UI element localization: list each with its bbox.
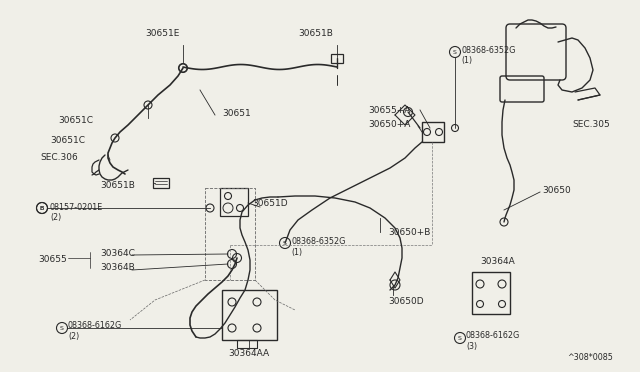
Text: 30650+B: 30650+B bbox=[388, 228, 430, 237]
Text: 08368-6162G: 08368-6162G bbox=[466, 330, 520, 340]
Text: 30651E: 30651E bbox=[145, 29, 179, 38]
Text: 08368-6162G: 08368-6162G bbox=[68, 321, 122, 330]
Text: (1): (1) bbox=[461, 55, 472, 64]
Text: (2): (2) bbox=[68, 331, 79, 340]
Bar bbox=[220, 188, 248, 216]
Bar bbox=[422, 122, 444, 142]
Text: S: S bbox=[458, 336, 462, 340]
Bar bbox=[153, 178, 169, 188]
Text: (1): (1) bbox=[291, 247, 302, 257]
Text: B: B bbox=[40, 205, 44, 211]
Text: B: B bbox=[40, 205, 44, 211]
Text: S: S bbox=[283, 241, 287, 246]
Text: 30650: 30650 bbox=[542, 186, 571, 195]
Bar bbox=[331, 54, 343, 63]
Bar bbox=[472, 272, 510, 314]
Text: 08368-6352G: 08368-6352G bbox=[291, 237, 346, 246]
Text: 30655+A: 30655+A bbox=[368, 106, 410, 115]
Text: 08368-6352G: 08368-6352G bbox=[461, 45, 515, 55]
Text: ^308*0085: ^308*0085 bbox=[567, 353, 613, 362]
Text: SEC.306: SEC.306 bbox=[40, 153, 77, 161]
Text: 30650+A: 30650+A bbox=[368, 119, 410, 128]
Text: 08157-0201E: 08157-0201E bbox=[50, 202, 103, 212]
Text: S: S bbox=[60, 326, 64, 330]
Text: 30364AA: 30364AA bbox=[228, 350, 269, 359]
Text: 30651: 30651 bbox=[222, 109, 251, 118]
Text: 30651C: 30651C bbox=[58, 115, 93, 125]
Text: S: S bbox=[453, 49, 457, 55]
Text: 30651B: 30651B bbox=[299, 29, 333, 38]
Bar bbox=[237, 340, 257, 348]
Text: 30650D: 30650D bbox=[388, 298, 424, 307]
Text: 30364C: 30364C bbox=[100, 248, 135, 257]
Text: 30651C: 30651C bbox=[50, 135, 85, 144]
Text: 30651B: 30651B bbox=[100, 180, 135, 189]
Text: SEC.305: SEC.305 bbox=[572, 119, 610, 128]
Text: (3): (3) bbox=[466, 341, 477, 350]
Text: 30655: 30655 bbox=[38, 256, 67, 264]
Text: 30364A: 30364A bbox=[480, 257, 515, 266]
Text: 30651D: 30651D bbox=[252, 199, 287, 208]
Text: 30364B: 30364B bbox=[100, 263, 135, 273]
Text: (2): (2) bbox=[50, 212, 61, 221]
Bar bbox=[222, 290, 277, 340]
